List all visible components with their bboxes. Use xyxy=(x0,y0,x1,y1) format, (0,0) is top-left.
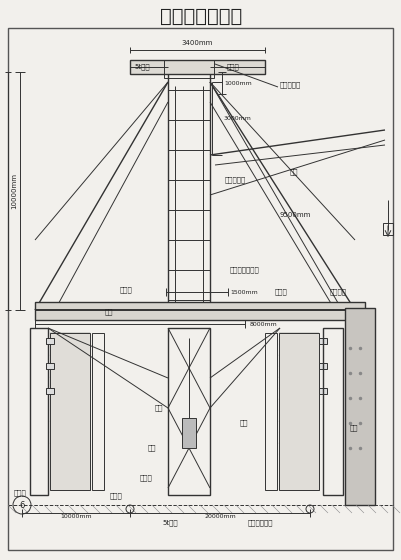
Polygon shape xyxy=(279,399,319,410)
Text: 防雷顶装置: 防雷顶装置 xyxy=(280,82,301,88)
Polygon shape xyxy=(50,366,90,377)
Text: 10000mm: 10000mm xyxy=(11,173,17,209)
Text: 液压针: 液压针 xyxy=(227,64,240,71)
Text: 拉杆: 拉杆 xyxy=(155,405,164,411)
Text: 斜杆: 斜杆 xyxy=(290,169,298,175)
Polygon shape xyxy=(279,355,319,366)
Polygon shape xyxy=(279,432,319,443)
Polygon shape xyxy=(50,377,90,388)
Bar xyxy=(92,333,104,490)
Polygon shape xyxy=(50,410,90,421)
Text: 吊笼零安全木: 吊笼零安全木 xyxy=(248,520,273,526)
Text: 8000mm: 8000mm xyxy=(250,321,278,326)
Bar xyxy=(46,388,54,394)
Text: 外吊架: 外吊架 xyxy=(14,489,27,496)
Bar xyxy=(164,60,214,78)
Bar xyxy=(345,308,375,505)
Text: 调位出千: 调位出千 xyxy=(330,289,347,295)
Text: 6: 6 xyxy=(19,501,25,510)
Bar xyxy=(46,338,54,344)
Polygon shape xyxy=(50,421,90,432)
Bar xyxy=(130,60,265,74)
Polygon shape xyxy=(50,333,90,344)
Text: 10000mm: 10000mm xyxy=(60,515,92,520)
Polygon shape xyxy=(279,366,319,377)
Polygon shape xyxy=(50,388,90,399)
Polygon shape xyxy=(279,333,319,344)
Text: 1000mm: 1000mm xyxy=(224,81,252,86)
Bar xyxy=(319,338,327,344)
Bar xyxy=(50,333,90,490)
Polygon shape xyxy=(279,344,319,355)
Polygon shape xyxy=(50,344,90,355)
Bar xyxy=(323,328,343,495)
Text: 3400mm: 3400mm xyxy=(182,40,213,46)
Bar xyxy=(30,328,48,495)
Text: 安全网: 安全网 xyxy=(140,475,153,481)
Text: 帮架: 帮架 xyxy=(148,445,156,451)
Bar xyxy=(168,72,210,310)
Polygon shape xyxy=(50,399,90,410)
Bar xyxy=(279,333,319,490)
Text: 内模: 内模 xyxy=(240,419,249,426)
Bar xyxy=(383,223,393,235)
Bar xyxy=(182,418,196,448)
Text: 平台液压位置置: 平台液压位置置 xyxy=(230,267,260,273)
Polygon shape xyxy=(50,454,90,465)
Polygon shape xyxy=(279,421,319,432)
Bar xyxy=(319,388,327,394)
Polygon shape xyxy=(279,443,319,454)
Polygon shape xyxy=(279,454,319,465)
Text: 支承杆: 支承杆 xyxy=(275,289,288,295)
Text: 门架: 门架 xyxy=(105,309,113,315)
Bar xyxy=(319,363,327,369)
Text: 1500mm: 1500mm xyxy=(230,290,258,295)
Bar xyxy=(46,363,54,369)
Polygon shape xyxy=(50,432,90,443)
Polygon shape xyxy=(50,355,90,366)
Text: 内吊架: 内吊架 xyxy=(110,493,123,500)
Text: 9500mm: 9500mm xyxy=(280,212,311,218)
Text: 5t吊钩: 5t吊钩 xyxy=(134,64,150,71)
Text: 半吊顶: 半吊顶 xyxy=(120,287,133,293)
Text: 3000mm: 3000mm xyxy=(224,116,252,121)
Text: 外模: 外模 xyxy=(350,424,358,431)
Bar xyxy=(168,328,210,495)
Bar xyxy=(265,333,277,490)
Text: 5t地龙: 5t地龙 xyxy=(162,520,178,526)
Polygon shape xyxy=(279,388,319,399)
Polygon shape xyxy=(279,410,319,421)
Text: 滑升大架构造图: 滑升大架构造图 xyxy=(160,7,242,26)
Bar xyxy=(35,302,365,320)
Text: 上液压装置: 上液压装置 xyxy=(225,177,246,183)
Text: 20000mm: 20000mm xyxy=(204,515,236,520)
Polygon shape xyxy=(50,443,90,454)
Polygon shape xyxy=(279,377,319,388)
